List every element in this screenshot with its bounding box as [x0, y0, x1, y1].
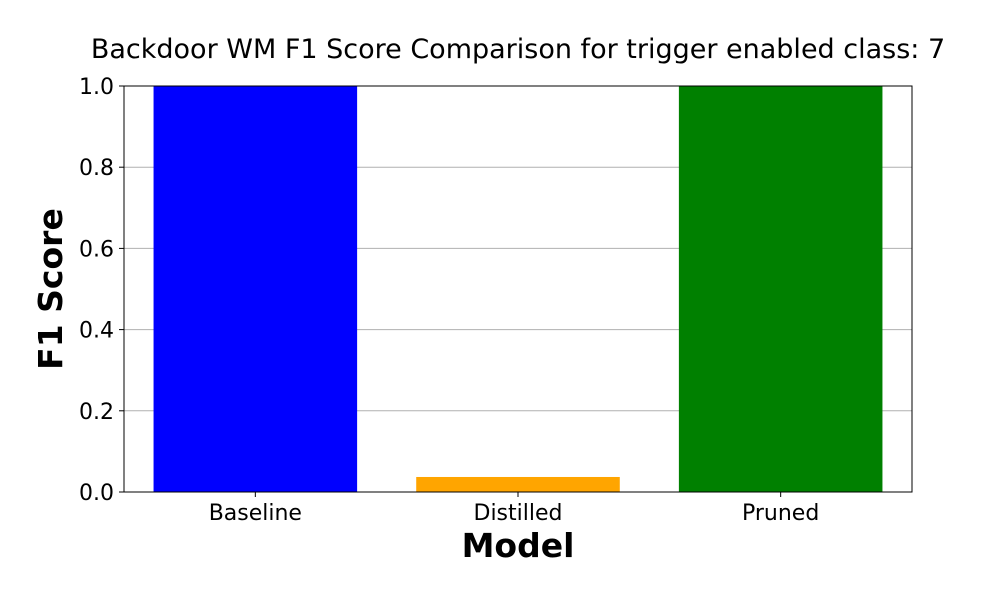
x-tick-label: Baseline: [209, 501, 302, 526]
bar-baseline: [153, 86, 358, 492]
bar-pruned: [678, 86, 883, 492]
x-axis-label: Model: [462, 526, 575, 565]
x-tick-label: Pruned: [742, 501, 819, 526]
y-tick-label: 0.2: [79, 400, 114, 425]
y-tick-label: 0.4: [79, 319, 114, 344]
y-tick-label: 1.0: [79, 75, 114, 100]
bar-distilled: [416, 476, 620, 492]
y-tick-label: 0.0: [79, 481, 114, 506]
x-axis-ticks: Baseline Distilled Pruned: [209, 492, 819, 526]
chart-title: Backdoor WM F1 Score Comparison for trig…: [91, 34, 945, 65]
x-tick-label: Distilled: [474, 501, 563, 526]
y-axis-ticks: 0.0 0.2 0.4 0.6 0.8 1.0: [79, 75, 124, 506]
y-tick-label: 0.6: [79, 237, 114, 262]
y-tick-label: 0.8: [79, 156, 114, 181]
bars: [153, 86, 883, 492]
y-axis-label: F1 Score: [31, 208, 70, 370]
